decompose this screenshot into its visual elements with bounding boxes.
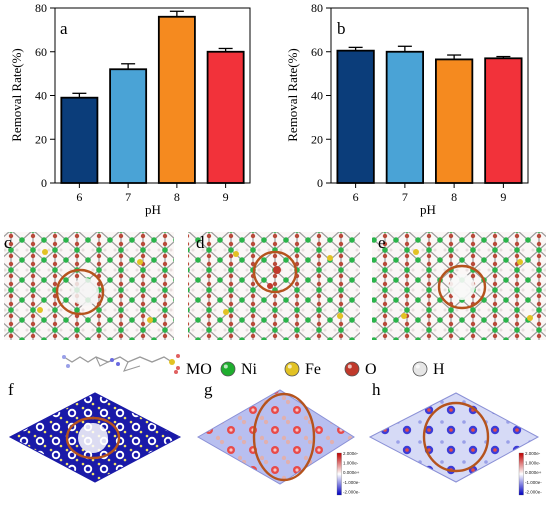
x-axis-label-a: pH <box>145 202 161 217</box>
y-axis-label-a: Removal Rate(%) <box>9 48 24 142</box>
panel-label-e: e <box>378 233 386 252</box>
charge-density-panel-g: 2.000e- 1.000e- 0.000e+ -1.000e- -2.000e- g <box>196 380 360 496</box>
colorbar-tick-label: -1.000e- <box>525 480 542 485</box>
bar-ph-9 <box>484 57 523 184</box>
legend-atom-label: O <box>365 361 377 378</box>
bar-chart-b: b Removal Rate(%) pH 0 20 40 60 80 6 7 8 9 <box>285 1 529 217</box>
legend-atom-label: Ni <box>241 361 258 378</box>
panel-label-b: b <box>337 19 346 38</box>
adsorption-site-ring-e <box>437 264 487 310</box>
x-tick-label: 7 <box>402 190 408 204</box>
mo-molecule-icon <box>62 354 180 374</box>
colorbar-ticks-h: 2.000e- 1.000e- 0.000e+ -1.000e- -2.000e- <box>525 451 542 494</box>
legend-atom-h-icon <box>412 361 428 377</box>
legend-atom-ni-icon <box>220 361 236 377</box>
panel-label-h: h <box>372 380 381 399</box>
x-tick-label: 6 <box>353 190 359 204</box>
y-axis-label-b: Removal Rate(%) <box>285 48 300 142</box>
colorbar-tick-label: 2.000e- <box>525 451 541 456</box>
charge-density-panel-h: 2.000e- 1.000e- 0.000e+ -1.000e- -2.000e- h <box>368 380 542 496</box>
colorbar-tick-label: 1.000e- <box>343 461 359 466</box>
y-tick-label: 20 <box>35 132 47 146</box>
bars-a <box>60 10 245 184</box>
x-tick-label: 8 <box>451 190 457 204</box>
colorbar-g <box>336 452 342 496</box>
plot-frame-b <box>330 7 529 184</box>
charge-density-panel-f: f <box>8 380 182 483</box>
panel-label-c: c <box>4 233 12 252</box>
legend-atom-fe-icon <box>284 361 300 377</box>
colorbar-tick-label: 1.000e- <box>525 461 541 466</box>
x-axis-label-b: pH <box>420 202 436 217</box>
colorbar-ticks-g: 2.000e- 1.000e- 0.000e+ -1.000e- -2.000e- <box>343 451 360 494</box>
colorbar-tick-label: 2.000e- <box>343 451 359 456</box>
y-ticks-a: 0 20 40 60 80 <box>35 1 55 190</box>
plot-frame-a <box>54 7 251 184</box>
panel-label-g: g <box>204 380 213 399</box>
colorbar-h <box>518 452 524 496</box>
bar-ph-7 <box>385 50 424 184</box>
panel-label-a: a <box>60 19 68 38</box>
x-tick-label: 7 <box>125 190 131 204</box>
x-tick-label: 8 <box>174 190 180 204</box>
colorbar-tick-label: 0.000e+ <box>525 470 542 475</box>
legend-atom-label: H <box>433 361 445 378</box>
colorbar-tick-label: -2.000e- <box>343 489 360 494</box>
x-ticks-a: 6 7 8 9 <box>76 183 229 204</box>
adsorption-site-ring-c <box>55 268 105 316</box>
y-ticks-b: 0 20 40 60 80 <box>311 1 331 190</box>
colorbar-tick-label: -1.000e- <box>343 480 360 485</box>
colorbar-tick-label: -2.000e- <box>525 489 542 494</box>
bar-ph-6 <box>336 49 375 184</box>
x-tick-label: 9 <box>500 190 506 204</box>
adsorption-site-ring-h <box>422 401 490 473</box>
y-tick-label: 40 <box>311 89 323 103</box>
y-tick-label: 80 <box>311 1 323 15</box>
x-tick-label: 9 <box>223 190 229 204</box>
structure-panel-d: d <box>188 232 360 340</box>
bar-ph-8 <box>157 15 196 184</box>
x-tick-label: 6 <box>76 190 82 204</box>
atom-legend: MO Ni Fe O H <box>62 354 445 378</box>
structure-panel-e: e <box>372 232 546 340</box>
panel-label-f: f <box>8 380 14 399</box>
y-tick-label: 20 <box>311 132 323 146</box>
adsorption-site-ring-d <box>252 250 298 294</box>
y-tick-label: 0 <box>41 176 47 190</box>
legend-atom-o-icon <box>344 361 360 377</box>
legend-mo-label: MO <box>186 361 212 378</box>
adsorption-site-ring-g <box>252 392 316 482</box>
bar-ph-7 <box>109 68 148 184</box>
bar-chart-a: a Removal Rate(%) pH 0 20 40 60 80 6 7 8 9 <box>9 1 251 217</box>
y-tick-label: 60 <box>311 45 323 59</box>
x-ticks-b: 6 7 8 9 <box>353 183 506 204</box>
y-tick-label: 80 <box>35 1 47 15</box>
bar-ph-6 <box>60 96 99 184</box>
y-tick-label: 0 <box>317 176 323 190</box>
legend-atom-label: Fe <box>305 361 321 378</box>
structure-panel-c: c <box>4 232 174 340</box>
panel-label-d: d <box>196 233 205 252</box>
bar-ph-9 <box>206 50 245 184</box>
adsorption-site-ring-f <box>65 416 121 460</box>
bar-ph-8 <box>435 58 474 184</box>
y-tick-label: 40 <box>35 89 47 103</box>
y-tick-label: 60 <box>35 45 47 59</box>
colorbar-tick-label: 0.000e+ <box>343 470 360 475</box>
bars-b <box>336 45 523 184</box>
